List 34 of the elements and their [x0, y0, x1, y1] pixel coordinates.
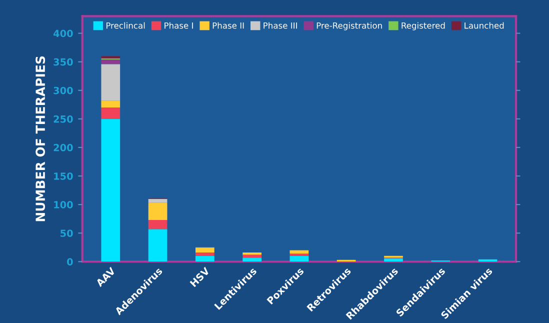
bar: [242, 252, 262, 255]
y-tick-label: 0: [67, 258, 73, 266]
y-axis-title: NUMBER OF THERAPIES: [36, 56, 46, 222]
bar: [101, 107, 120, 119]
y-tick-label: 50: [60, 230, 73, 237]
bar: [101, 60, 120, 64]
bar: [148, 198, 168, 203]
y-tick-label: 250: [54, 115, 73, 123]
bar: [101, 64, 120, 101]
legend-label: Phase II: [212, 22, 244, 29]
bar: [101, 100, 120, 108]
y-tick-label: 400: [53, 30, 73, 38]
bar: [148, 220, 168, 230]
legend-label: Phase I: [164, 22, 193, 29]
legend-label: Launched: [464, 22, 504, 29]
y-tick-label: 150: [54, 172, 73, 180]
bar: [195, 248, 214, 252]
bar: [195, 256, 214, 262]
bar: [195, 252, 214, 256]
bar: [101, 118, 120, 262]
bar: [148, 229, 168, 262]
y-tick-label: 350: [54, 58, 73, 66]
y-tick-label: 300: [54, 86, 73, 94]
bar: [148, 202, 168, 220]
y-tick-label: 100: [54, 201, 73, 208]
legend-label: Preclincal: [106, 22, 145, 29]
bar: [384, 258, 403, 262]
bar: [290, 256, 309, 262]
bar: [290, 250, 309, 254]
legend-label: Pre-Registration: [316, 22, 382, 30]
legend-label: Phase III: [264, 22, 297, 29]
bar: [242, 258, 262, 262]
legend-label: Registered: [402, 22, 445, 30]
y-tick-label: 200: [54, 144, 73, 152]
